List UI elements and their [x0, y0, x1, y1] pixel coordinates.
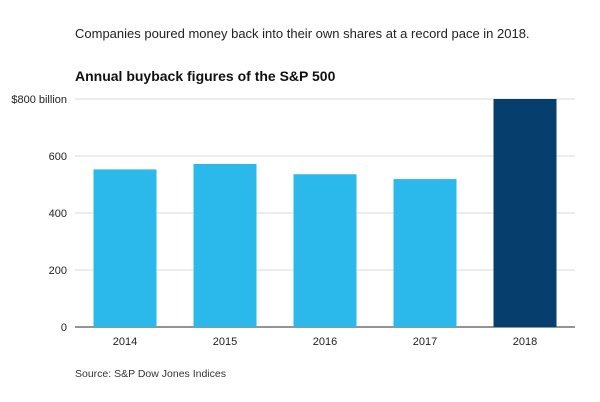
x-tick-label: 2017: [413, 336, 437, 348]
bar-2017: [393, 179, 457, 327]
x-tick-label: 2016: [313, 336, 337, 348]
x-axis-tick-labels: 2014 2015 2016 2017 2018: [113, 336, 537, 348]
x-tick-label: 2015: [213, 336, 237, 348]
y-axis-tick-labels: 0 200 400 600 $800 billion: [11, 94, 67, 334]
y-tick-label: 200: [49, 265, 67, 277]
chart-subtitle: Companies poured money back into their o…: [75, 26, 530, 41]
bar-2015: [193, 163, 257, 327]
bar-2014: [93, 169, 157, 327]
bar-2016: [293, 174, 357, 327]
chart-title: Annual buyback figures of the S&P 500: [75, 68, 336, 84]
bar-2018: [493, 99, 557, 327]
bars: [93, 99, 557, 327]
x-tick-label: 2014: [113, 336, 137, 348]
y-tick-label: $800 billion: [11, 94, 67, 106]
x-tick-label: 2018: [513, 336, 537, 348]
y-tick-label: 400: [49, 208, 67, 220]
y-tick-label: 0: [61, 322, 67, 334]
y-tick-label: 600: [49, 151, 67, 163]
source-note: Source: S&P Dow Jones Indices: [75, 368, 226, 380]
